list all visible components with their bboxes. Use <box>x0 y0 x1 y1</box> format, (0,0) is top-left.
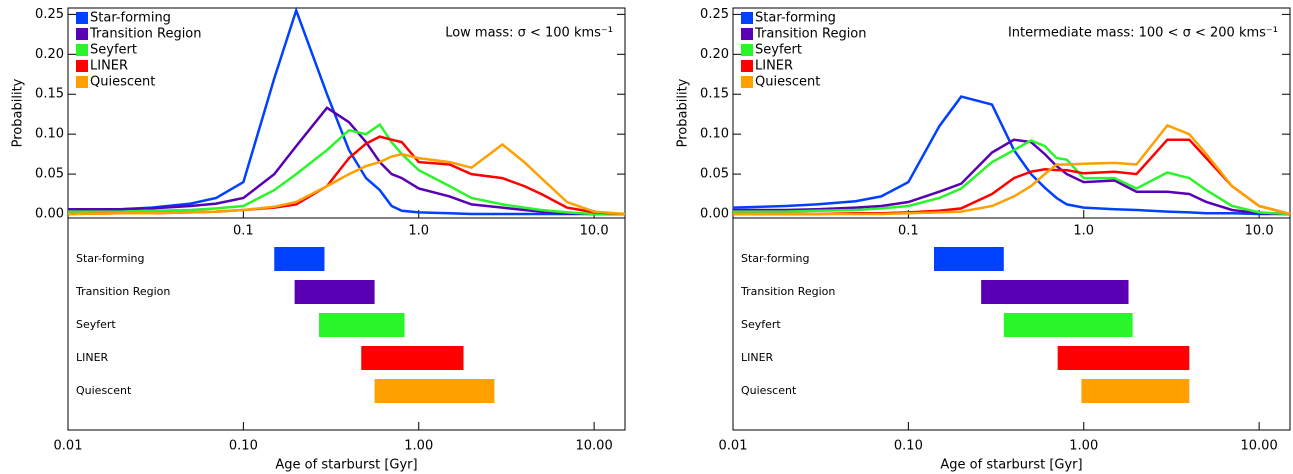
series-line <box>733 139 1291 216</box>
annotation: Low mass: σ < 100 kms⁻¹ <box>445 26 613 41</box>
range-bar <box>981 280 1129 304</box>
legend-label: LINER <box>90 59 128 74</box>
series-line <box>67 6 625 216</box>
category-label: Star-forming <box>741 252 809 265</box>
legend-swatch <box>741 44 753 56</box>
legend-label: Star-forming <box>755 11 836 26</box>
x-axis-label: Age of starburst [Gyr] <box>275 458 417 473</box>
legend-label: Transition Region <box>754 27 867 42</box>
x-tick-label: 10.00 <box>576 439 613 454</box>
range-bar <box>1081 379 1190 403</box>
y-tick-label: 0.05 <box>700 167 729 182</box>
y-tick-label: 0.05 <box>35 167 64 182</box>
x-tick-label: 1.0 <box>408 224 429 239</box>
legend-swatch <box>76 28 88 40</box>
legend-label: Seyfert <box>90 43 137 58</box>
category-label: LINER <box>741 351 774 364</box>
category-label: Transition Region <box>740 285 835 298</box>
series-line <box>67 142 626 216</box>
y-tick-label: 0.25 <box>700 7 729 22</box>
range-bar <box>361 346 464 370</box>
range-bar <box>294 280 375 304</box>
legend-swatch <box>741 12 753 24</box>
category-label: Seyfert <box>76 318 116 331</box>
x-tick-label: 10.0 <box>1245 224 1274 239</box>
y-tick-label: 0.00 <box>35 207 64 222</box>
y-axis-label: Probability <box>11 78 26 147</box>
legend-swatch <box>76 12 88 24</box>
legend-label: LINER <box>755 59 793 74</box>
y-tick-label: 0.25 <box>35 7 64 22</box>
legend-swatch <box>76 44 88 56</box>
legend-swatch <box>741 76 753 88</box>
x-tick-label: 0.01 <box>719 439 748 454</box>
series-line <box>68 122 625 216</box>
series-line <box>733 123 1291 216</box>
x-tick-label: 0.10 <box>229 439 258 454</box>
x-tick-label: 0.1 <box>233 224 254 239</box>
y-tick-label: 0.10 <box>700 127 729 142</box>
x-tick-label: 0.10 <box>894 439 923 454</box>
range-bar <box>1003 313 1133 337</box>
legend-swatch <box>741 60 753 72</box>
x-axis-label: Age of starburst [Gyr] <box>940 458 1082 473</box>
y-tick-label: 0.20 <box>35 47 64 62</box>
category-label: Quiescent <box>76 384 132 397</box>
x-tick-label: 10.0 <box>580 224 609 239</box>
legend-swatch <box>76 60 88 72</box>
range-bar <box>274 247 325 271</box>
legend-swatch <box>741 28 753 40</box>
range-bar <box>933 247 1004 271</box>
y-tick-label: 0.10 <box>35 127 64 142</box>
x-tick-label: 1.00 <box>1069 439 1098 454</box>
legend-label: Seyfert <box>755 43 802 58</box>
range-bar <box>374 379 495 403</box>
category-label: Quiescent <box>741 384 797 397</box>
category-label: Star-forming <box>76 252 144 265</box>
series-line <box>733 138 1291 216</box>
y-tick-label: 0.15 <box>35 87 64 102</box>
x-tick-label: 1.00 <box>404 439 433 454</box>
y-tick-label: 0.00 <box>700 207 729 222</box>
category-label: LINER <box>76 351 109 364</box>
y-axis-label: Probability <box>676 78 691 147</box>
series-line <box>732 95 1290 216</box>
y-tick-label: 0.20 <box>700 47 729 62</box>
y-tick-label: 0.15 <box>700 87 729 102</box>
x-tick-label: 1.0 <box>1073 224 1094 239</box>
legend-label: Star-forming <box>90 11 171 26</box>
range-bar <box>319 313 405 337</box>
plot-frame <box>732 217 1291 431</box>
legend-swatch <box>76 76 88 88</box>
annotation: Intermediate mass: 100 < σ < 200 kms⁻¹ <box>1008 26 1278 41</box>
x-tick-label: 0.1 <box>898 224 919 239</box>
plot-frame <box>67 217 626 431</box>
legend-label: Quiescent <box>90 75 155 90</box>
legend-label: Quiescent <box>755 75 820 90</box>
legend-label: Transition Region <box>89 27 202 42</box>
category-label: Transition Region <box>75 285 170 298</box>
x-tick-label: 0.01 <box>54 439 83 454</box>
category-label: Seyfert <box>741 318 781 331</box>
x-tick-label: 10.00 <box>1241 439 1278 454</box>
range-bar <box>1057 346 1190 370</box>
